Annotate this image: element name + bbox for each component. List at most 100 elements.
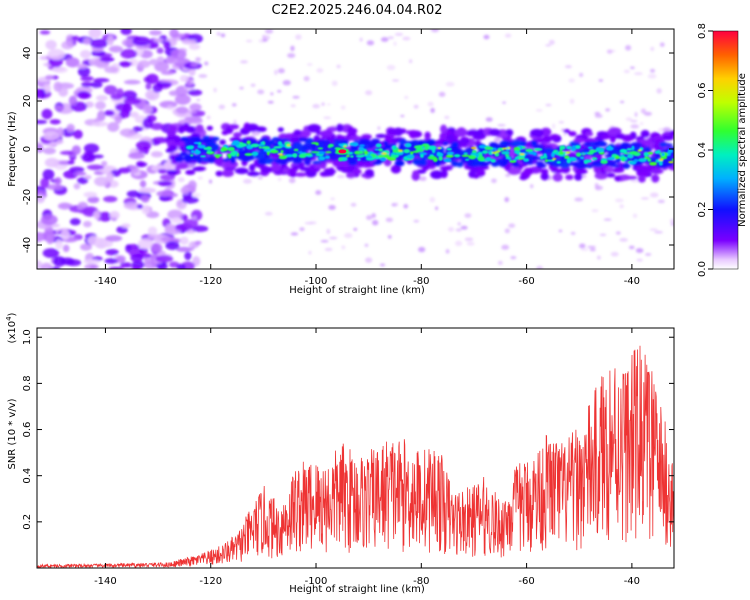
colorbar-label: Normalized spectral amplitude — [737, 73, 748, 227]
noise-blob — [146, 211, 160, 219]
band-core-blob — [585, 141, 591, 147]
faint-blob — [599, 233, 607, 237]
noise-blob — [77, 66, 91, 77]
band-core-blob — [213, 147, 220, 152]
noise-blob — [53, 256, 66, 267]
noise-blob — [84, 101, 94, 108]
faint-blob — [625, 117, 633, 122]
noise-blob — [179, 75, 190, 82]
noise-blob — [130, 111, 139, 118]
band-halo-blob — [424, 131, 431, 140]
faint-blob — [535, 109, 543, 112]
band-core-blob — [450, 160, 459, 167]
noise-blob — [53, 81, 63, 92]
band-halo-blob — [568, 131, 577, 137]
noise-blob — [151, 243, 163, 253]
band-core-blob — [640, 148, 653, 153]
faint-blob — [196, 98, 201, 102]
faint-blob — [591, 209, 599, 212]
band-highlight-blob — [446, 151, 455, 155]
noise-blob — [138, 187, 157, 194]
noise-blob — [188, 180, 197, 191]
band-highlight-blob — [284, 154, 294, 158]
noise-blob — [159, 174, 176, 181]
band-highlight-blob — [627, 154, 634, 159]
faint-blob — [545, 44, 552, 47]
noise-blob — [147, 226, 158, 236]
faint-blob — [564, 65, 572, 69]
band-highlight-blob — [621, 156, 625, 162]
band-highlight-blob — [566, 158, 571, 164]
faint-blob — [491, 178, 497, 184]
faint-blob — [640, 197, 650, 200]
noise-blob — [42, 248, 60, 258]
band-highlight-blob — [345, 154, 350, 158]
noise-blob — [132, 36, 151, 46]
faint-blob — [178, 48, 188, 53]
band-core-blob — [398, 143, 405, 150]
faint-blob — [483, 34, 490, 40]
faint-blob — [395, 202, 399, 207]
band-highlight-blob — [527, 151, 537, 155]
faint-blob — [605, 108, 610, 112]
noise-blob — [97, 110, 106, 122]
faint-blob — [404, 95, 409, 99]
band-halo-blob — [651, 174, 660, 183]
noise-blob — [171, 217, 183, 224]
band-core-blob — [312, 160, 322, 165]
faint-blob — [274, 69, 278, 76]
faint-blob — [316, 68, 324, 73]
band-halo-blob — [307, 123, 322, 133]
chart-title: C2E2.2025.246.04.04.R02 — [271, 3, 442, 18]
noise-blob — [88, 29, 102, 39]
band-halo-blob — [319, 130, 333, 137]
faint-blob — [288, 177, 296, 184]
band-halo-blob — [336, 123, 344, 133]
band-halo-blob — [219, 139, 226, 146]
band-core-blob — [536, 163, 547, 169]
band-core-blob — [240, 154, 252, 162]
band-halo-blob — [352, 168, 362, 175]
band-halo-blob — [221, 169, 234, 178]
band-highlight-blob — [261, 146, 271, 150]
band-core-blob — [575, 162, 586, 170]
faint-blob — [464, 213, 472, 218]
band-highlight-blob — [574, 145, 581, 150]
band-halo-blob — [615, 133, 626, 140]
noise-blob — [120, 29, 132, 36]
band-core-blob — [185, 141, 197, 146]
band-highlight-blob — [632, 151, 638, 156]
band-halo-blob — [530, 128, 544, 137]
band-core-blob — [530, 140, 538, 147]
noise-blob — [90, 50, 106, 57]
noise-blob — [189, 103, 202, 111]
noise-blob — [181, 39, 197, 45]
noise-blob — [68, 95, 78, 106]
faint-blob — [508, 223, 516, 228]
band-highlight-blob — [415, 147, 425, 153]
band-hot-blob — [380, 152, 387, 155]
band-core-blob — [303, 158, 312, 164]
noise-blob — [89, 38, 108, 49]
band-highlight-blob — [547, 159, 555, 162]
noise-blob — [188, 117, 203, 124]
band-core-blob — [370, 138, 381, 145]
noise-blob — [156, 82, 173, 87]
band-halo-blob — [178, 125, 185, 134]
faint-blob — [606, 49, 613, 54]
band-highlight-blob — [310, 142, 319, 145]
noise-blob — [37, 232, 44, 243]
band-core-blob — [422, 149, 433, 154]
band-halo-blob — [635, 165, 650, 171]
snr-x-tick-label: -100 — [305, 576, 328, 587]
noise-blob — [87, 235, 101, 246]
faint-blob — [510, 256, 517, 260]
band-halo-blob — [430, 170, 444, 179]
faint-blob — [190, 62, 198, 67]
band-halo-blob — [390, 164, 402, 174]
noise-blob — [176, 263, 186, 269]
faint-blob — [504, 196, 510, 203]
noise-blob — [161, 236, 177, 242]
band-highlight-blob — [661, 152, 665, 157]
band-halo-blob — [411, 171, 421, 181]
